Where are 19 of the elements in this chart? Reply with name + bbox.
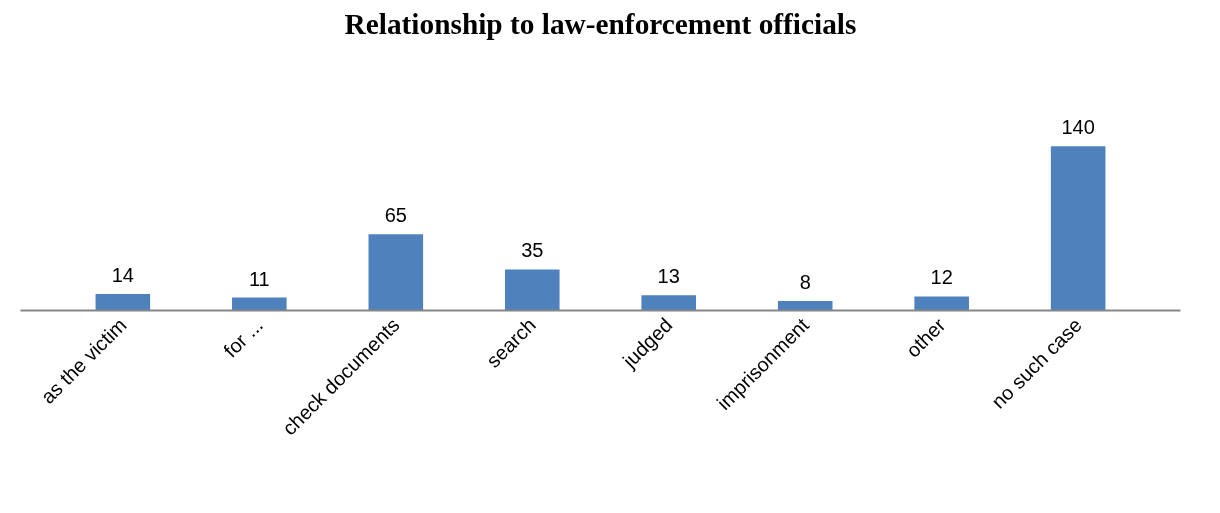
data-label: 35: [521, 239, 544, 262]
bar: [641, 295, 697, 311]
data-label: 12: [930, 266, 953, 289]
data-label: 13: [657, 265, 680, 288]
x-tick-label: no such case: [987, 313, 1086, 413]
x-tick-label: for ...: [219, 313, 268, 362]
bar: [95, 294, 151, 311]
bar: [232, 297, 287, 311]
bar: [914, 296, 969, 311]
bar: [368, 234, 424, 311]
data-label: 65: [384, 204, 407, 227]
chart-title: Relationship to law-enforcement officials: [344, 7, 857, 40]
bar: [777, 301, 833, 311]
data-label: 140: [1061, 116, 1095, 139]
data-label: 14: [111, 264, 134, 287]
data-label: 11: [248, 267, 270, 290]
bar: [504, 269, 560, 311]
bar: [1050, 146, 1106, 311]
data-label: 8: [799, 271, 811, 294]
